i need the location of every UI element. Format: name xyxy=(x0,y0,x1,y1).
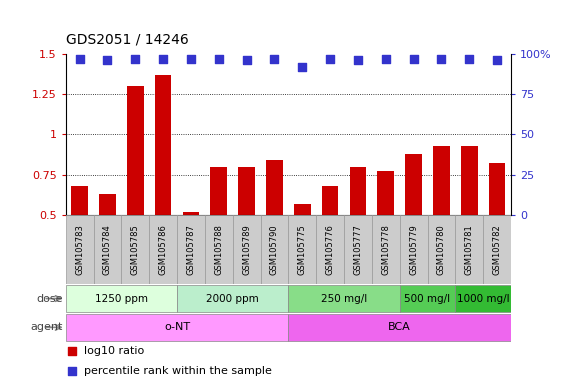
Bar xyxy=(288,215,316,284)
Point xyxy=(409,56,418,62)
Point xyxy=(159,56,168,62)
Text: GSM105790: GSM105790 xyxy=(270,224,279,275)
Bar xyxy=(233,215,260,284)
Text: GSM105780: GSM105780 xyxy=(437,224,446,275)
Text: GSM105789: GSM105789 xyxy=(242,224,251,275)
Bar xyxy=(400,285,456,313)
Text: GSM105776: GSM105776 xyxy=(325,224,335,275)
Point xyxy=(103,57,112,63)
Bar xyxy=(456,215,483,284)
Bar xyxy=(433,146,450,215)
Bar xyxy=(66,313,288,341)
Point xyxy=(270,56,279,62)
Text: 250 mg/l: 250 mg/l xyxy=(321,293,367,304)
Bar xyxy=(489,164,505,215)
Bar xyxy=(66,285,177,313)
Point xyxy=(131,56,140,62)
Bar xyxy=(377,172,394,215)
Point xyxy=(242,57,251,63)
Bar xyxy=(483,215,511,284)
Text: log10 ratio: log10 ratio xyxy=(85,346,144,356)
Text: o-NT: o-NT xyxy=(164,322,190,333)
Text: 1000 mg/l: 1000 mg/l xyxy=(457,293,509,304)
Text: BCA: BCA xyxy=(388,322,411,333)
Point xyxy=(353,57,363,63)
Text: GSM105785: GSM105785 xyxy=(131,224,140,275)
Text: 1250 ppm: 1250 ppm xyxy=(95,293,148,304)
Bar xyxy=(316,215,344,284)
Bar xyxy=(288,285,400,313)
Bar xyxy=(177,285,288,313)
Point xyxy=(75,56,84,62)
Point xyxy=(493,57,502,63)
Text: GSM105787: GSM105787 xyxy=(186,224,195,275)
Bar xyxy=(155,75,171,215)
Point xyxy=(381,56,391,62)
Bar xyxy=(461,146,477,215)
Point xyxy=(437,56,446,62)
Bar xyxy=(238,167,255,215)
Text: GSM105775: GSM105775 xyxy=(297,224,307,275)
Bar xyxy=(205,215,233,284)
Point xyxy=(325,56,335,62)
Bar xyxy=(349,167,367,215)
Point xyxy=(186,56,195,62)
Bar xyxy=(260,215,288,284)
Bar xyxy=(149,215,177,284)
Bar xyxy=(344,215,372,284)
Bar xyxy=(428,215,456,284)
Bar xyxy=(99,194,116,215)
Text: GSM105783: GSM105783 xyxy=(75,224,84,275)
Bar xyxy=(400,215,428,284)
Bar xyxy=(210,167,227,215)
Text: GSM105779: GSM105779 xyxy=(409,224,418,275)
Point xyxy=(67,348,77,354)
Bar xyxy=(177,215,205,284)
Bar xyxy=(288,313,511,341)
Bar xyxy=(266,160,283,215)
Text: GSM105784: GSM105784 xyxy=(103,224,112,275)
Text: GSM105777: GSM105777 xyxy=(353,224,363,275)
Text: agent: agent xyxy=(30,322,63,333)
Text: dose: dose xyxy=(37,293,63,304)
Text: percentile rank within the sample: percentile rank within the sample xyxy=(85,366,272,376)
Text: GSM105781: GSM105781 xyxy=(465,224,474,275)
Bar xyxy=(322,186,339,215)
Text: GSM105788: GSM105788 xyxy=(214,224,223,275)
Text: 2000 ppm: 2000 ppm xyxy=(206,293,259,304)
Point xyxy=(67,367,77,374)
Bar xyxy=(294,204,311,215)
Bar xyxy=(127,86,144,215)
Text: GDS2051 / 14246: GDS2051 / 14246 xyxy=(66,32,188,46)
Bar xyxy=(372,215,400,284)
Point xyxy=(465,56,474,62)
Text: 500 mg/l: 500 mg/l xyxy=(404,293,451,304)
Bar xyxy=(71,186,88,215)
Bar xyxy=(94,215,122,284)
Bar xyxy=(183,212,199,215)
Bar xyxy=(456,285,511,313)
Bar xyxy=(122,215,149,284)
Bar xyxy=(405,154,422,215)
Point xyxy=(297,64,307,70)
Text: GSM105782: GSM105782 xyxy=(493,224,502,275)
Text: GSM105778: GSM105778 xyxy=(381,224,391,275)
Bar xyxy=(66,215,94,284)
Point xyxy=(214,56,223,62)
Text: GSM105786: GSM105786 xyxy=(159,224,168,275)
